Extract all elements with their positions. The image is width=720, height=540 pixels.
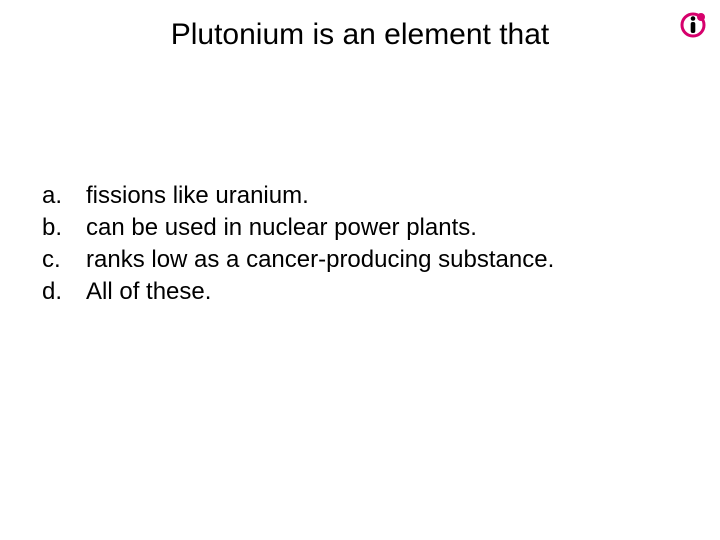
slide: Plutonium is an element that a. fissions… bbox=[0, 0, 720, 540]
answer-options: a. fissions like uranium. b. can be used… bbox=[42, 182, 554, 310]
option-text: can be used in nuclear power plants. bbox=[86, 214, 477, 242]
option-d[interactable]: d. All of these. bbox=[42, 278, 554, 306]
brand-logo bbox=[680, 12, 706, 43]
option-text: All of these. bbox=[86, 278, 211, 306]
option-label: b. bbox=[42, 214, 86, 242]
option-b[interactable]: b. can be used in nuclear power plants. bbox=[42, 214, 554, 242]
option-a[interactable]: a. fissions like uranium. bbox=[42, 182, 554, 210]
option-c[interactable]: c. ranks low as a cancer-producing subst… bbox=[42, 246, 554, 274]
option-label: c. bbox=[42, 246, 86, 274]
option-text: fissions like uranium. bbox=[86, 182, 309, 210]
question-title: Plutonium is an element that bbox=[0, 18, 720, 52]
option-label: d. bbox=[42, 278, 86, 306]
info-icon bbox=[680, 12, 706, 38]
option-text: ranks low as a cancer-producing substanc… bbox=[86, 246, 554, 274]
option-label: a. bbox=[42, 182, 86, 210]
